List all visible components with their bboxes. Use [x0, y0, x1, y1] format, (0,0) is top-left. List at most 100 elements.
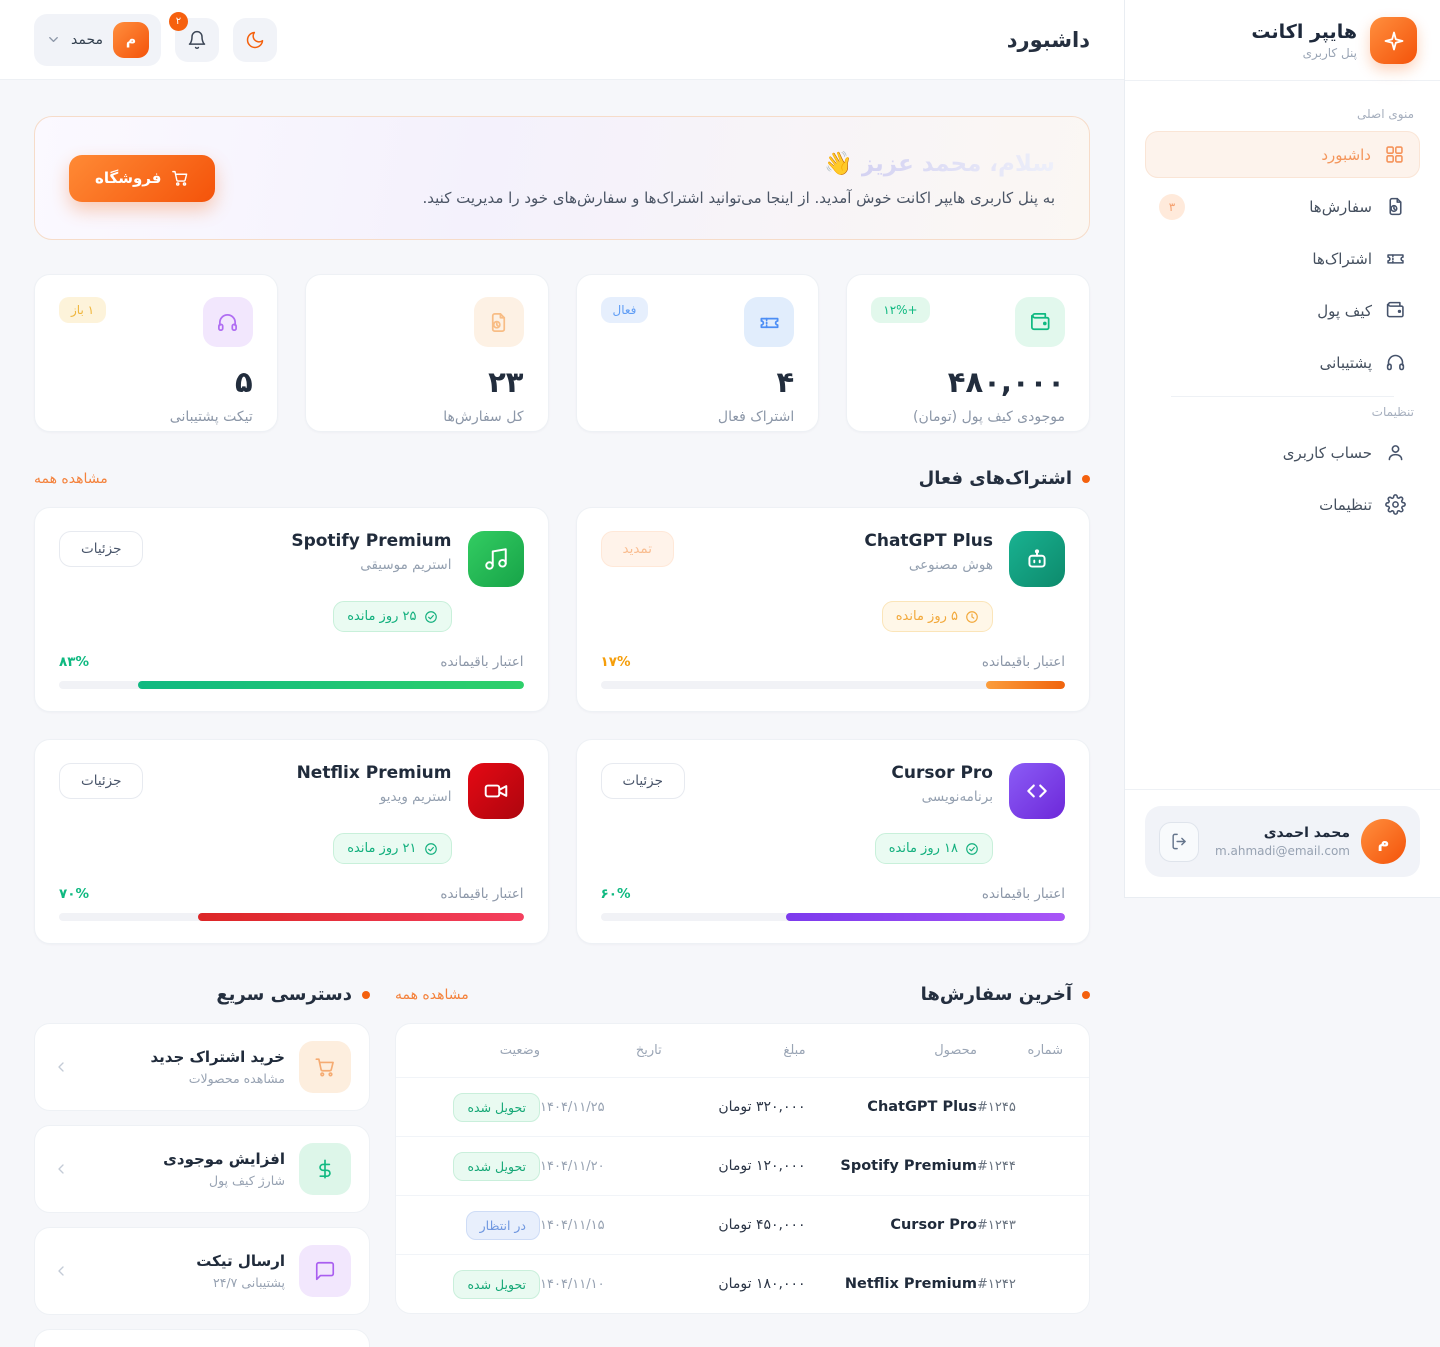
stat-value: ۲۳ [488, 365, 524, 399]
stat-value: ۴ [776, 365, 795, 399]
quick-item-subtitle: شارژ کیف پول [209, 1173, 285, 1188]
order-product: Netflix Premium [844, 1276, 977, 1292]
column-header: تاریخ [635, 1043, 662, 1058]
headphones-icon [202, 297, 253, 347]
clock-icon [966, 610, 978, 623]
orange-dot [1082, 474, 1090, 483]
details-button[interactable]: جزئیات [600, 763, 685, 799]
credit-label: اعتبار باقیمانده [440, 886, 524, 902]
progress-fill [137, 681, 524, 689]
view-all-subscriptions-link[interactable]: مشاهده همه [34, 470, 108, 487]
sidebar-item-wallet[interactable]: کیف پول [1145, 287, 1420, 334]
order-id: #۱۲۴۳ [977, 1217, 1016, 1233]
order-amount: ۴۵۰,۰۰۰ تومان [718, 1217, 806, 1233]
dashboard-grid-icon [1386, 146, 1403, 163]
sidebar-item-subscriptions[interactable]: اشتراک‌ها [1145, 235, 1420, 282]
dollar-icon [299, 1143, 351, 1195]
bottom-section: آخرین سفارش‌ها مشاهده همه شماره محصول مب… [34, 984, 1090, 1347]
order-date: ۱۴۰۴/۱۱/۲۰ [540, 1158, 605, 1174]
credit-percent: ۶۰% [600, 886, 631, 902]
stat-label: تیکت پشتیبانی [169, 409, 253, 425]
sidebar: هایپر اکانت پنل کاربری منوی اصلی داشبورد… [1124, 0, 1440, 898]
order-date: ۱۴۰۴/۱۱/۱۰ [540, 1276, 605, 1292]
table-row[interactable]: #۱۲۴۴ Spotify Premium ۱۲۰,۰۰۰ تومان ۱۴۰۴… [396, 1136, 1089, 1195]
divider [1171, 396, 1394, 397]
music-icon [467, 531, 524, 587]
credit-percent: ۱۷% [600, 654, 631, 670]
section-title: آخرین سفارش‌ها [921, 984, 1090, 1005]
details-button[interactable]: جزئیات [59, 531, 144, 567]
sidebar-item-orders[interactable]: سفارش‌ها ۳ [1145, 183, 1420, 230]
quick-item-add-funds[interactable]: افزایش موجودی شارژ کیف پول [34, 1125, 370, 1213]
status-badge: تحویل شده [453, 1151, 540, 1181]
stat-value: ۵ [235, 365, 253, 399]
order-product: Spotify Premium [840, 1158, 977, 1174]
table-row[interactable]: #۱۲۴۲ Netflix Premium ۱۸۰,۰۰۰ تومان ۱۴۰۴… [396, 1254, 1089, 1313]
cart-icon [299, 1041, 351, 1093]
stat-label: موجودی کیف پول (تومان) [913, 409, 1065, 425]
sidebar-item-label: حساب کاربری [1282, 443, 1372, 462]
quick-item-buy-subscription[interactable]: خرید اشتراک جدید مشاهده محصولات [34, 1023, 370, 1111]
sidebar-item-label: اشتراک‌ها [1312, 249, 1372, 268]
section-title: دسترسی سریع [216, 984, 370, 1005]
ticket-icon [744, 297, 795, 347]
order-id: #۱۲۴۴ [977, 1158, 1016, 1174]
check-circle-icon [424, 610, 437, 623]
subscription-category: استریم ویدیو [379, 789, 452, 805]
sidebar-item-label: کیف پول [1317, 301, 1372, 320]
details-button[interactable]: جزئیات [59, 763, 144, 799]
progress-track [600, 913, 1065, 921]
ticket-icon [1387, 254, 1404, 264]
notifications-button[interactable]: ۲ [168, 11, 219, 62]
stat-card-total-orders: ۲۳ کل سفارش‌ها [304, 274, 549, 432]
stat-card-wallet: ۱۲%+ ۴۸۰,۰۰۰ موجودی کیف پول (تومان) [846, 274, 1090, 432]
credit-label: اعتبار باقیمانده [981, 654, 1065, 670]
shop-button[interactable]: فروشگاه [69, 154, 216, 202]
credit-percent: ۷۰% [59, 886, 90, 902]
brand: هایپر اکانت پنل کاربری [1125, 0, 1440, 81]
orange-dot [362, 990, 370, 999]
view-all-orders-link[interactable]: مشاهده همه [395, 986, 469, 1003]
table-row[interactable]: #۱۲۴۵ ChatGPT Plus ۳۲۰,۰۰۰ تومان ۱۴۰۴/۱۱… [396, 1077, 1089, 1136]
order-date: ۱۴۰۴/۱۱/۱۵ [540, 1217, 605, 1233]
page-title: داشبورد [1006, 27, 1090, 52]
quick-item-title: خرید اشتراک جدید [150, 1048, 285, 1066]
renew-button[interactable]: تمدید [600, 531, 674, 567]
sidebar-item-settings[interactable]: تنظیمات [1145, 481, 1420, 528]
order-product: Cursor Pro [890, 1217, 977, 1233]
progress-fill [198, 913, 524, 921]
user-email: m.ahmadi@email.com [1215, 844, 1350, 858]
chevron-down-icon [49, 37, 58, 42]
sidebar-item-account[interactable]: حساب کاربری [1145, 429, 1420, 476]
subscriptions-section-header: اشتراک‌های فعال مشاهده همه [34, 468, 1090, 489]
nav-section-label: منوی اصلی [1357, 107, 1414, 121]
orders-section-header: آخرین سفارش‌ها مشاهده همه [395, 984, 1090, 1005]
chevron-left-icon [58, 1062, 64, 1072]
sidebar-item-label: سفارش‌ها [1309, 197, 1372, 216]
sidebar-item-support[interactable]: پشتیبانی [1145, 339, 1420, 386]
stat-value: ۴۸۰,۰۰۰ [947, 365, 1065, 399]
orders-icon [1389, 197, 1402, 216]
quick-item-send-ticket[interactable]: ارسال تیکت پشتیبانی ۲۴/۷ [34, 1227, 370, 1315]
order-date: ۱۴۰۴/۱۱/۲۵ [540, 1099, 605, 1115]
waving-hand-emoji: 👋 [824, 150, 853, 177]
theme-toggle-button[interactable] [232, 17, 277, 62]
column-header: شماره [1027, 1043, 1063, 1058]
subscription-card-chatgpt: ChatGPT Plus هوش مصنوعی تمدید ۵ روز ماند… [575, 507, 1090, 712]
user-menu-dropdown[interactable]: م محمد [34, 13, 161, 66]
column-header: وضعیت [499, 1043, 540, 1058]
sidebar-item-label: تنظیمات [1319, 495, 1372, 514]
credit-percent: ۸۳% [59, 654, 90, 670]
wallet-icon [1386, 301, 1404, 318]
quick-item-edit-profile[interactable]: ویرایش پروفایل تنظیمات حساب [34, 1329, 370, 1347]
order-product: ChatGPT Plus [867, 1099, 977, 1115]
sidebar-nav: منوی اصلی داشبورد سفارش‌ها ۳ اشتراک‌ها ک… [1125, 81, 1440, 533]
logout-button[interactable] [1159, 821, 1199, 862]
wallet-icon [1015, 297, 1065, 347]
sidebar-item-dashboard[interactable]: داشبورد [1145, 131, 1420, 178]
subscription-category: برنامه‌نویسی [921, 789, 993, 805]
table-row[interactable]: #۱۲۴۳ Cursor Pro ۴۵۰,۰۰۰ تومان ۱۴۰۴/۱۱/۱… [396, 1195, 1089, 1254]
subscription-name: Netflix Premium [296, 763, 452, 783]
user-name: محمد احمدی [1263, 825, 1350, 841]
sidebar-item-label: پشتیبانی [1319, 353, 1372, 372]
